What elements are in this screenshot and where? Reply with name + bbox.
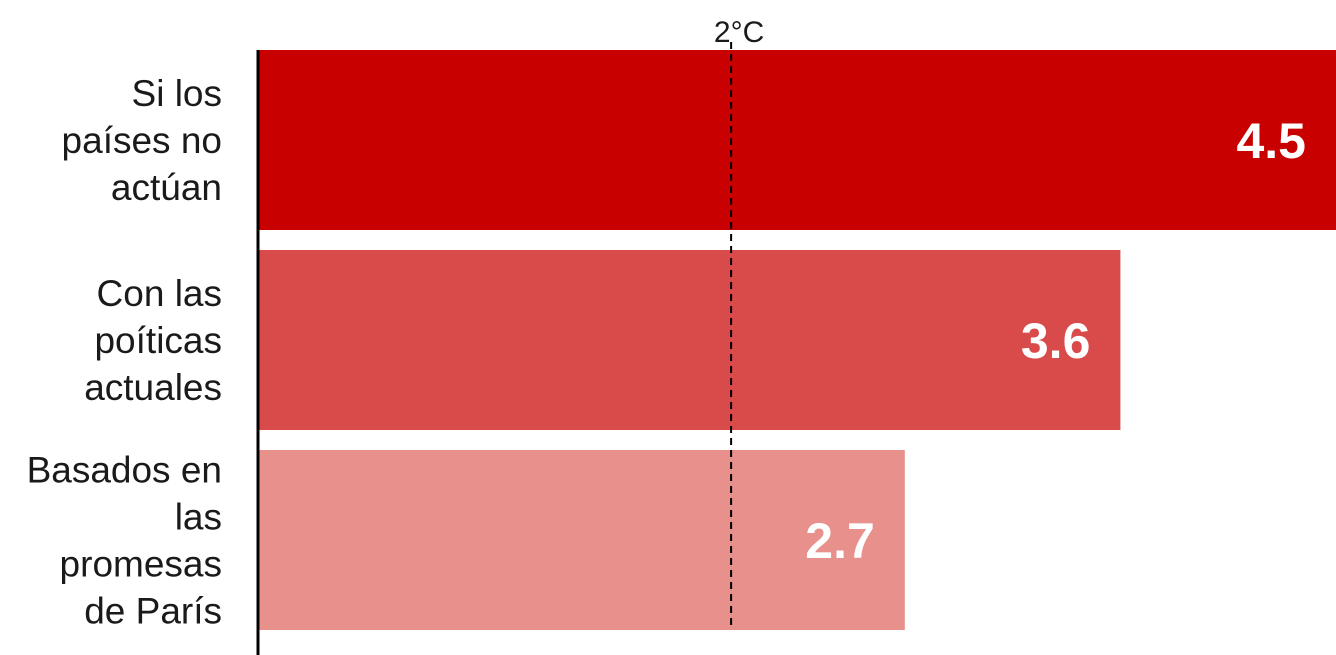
category-label-1: Si los países no actúan [62,73,222,208]
category-label-2: Con las poíticas actuales [84,273,222,408]
bar-3 [258,450,905,630]
category-label-3: Basados en las promesas de París [27,450,222,632]
bar-value-label-1: 4.5 [1236,113,1306,169]
bar-2 [258,250,1121,430]
bar-value-label-2: 3.6 [1021,313,1091,369]
bar-1 [258,50,1336,230]
bar-value-label-3: 2.7 [805,513,875,569]
category-labels-group: Si los países no actúan Con las poíticas actu… [27,73,222,632]
bars-group: 4.5 3.6 2.7 [258,50,1336,630]
reference-line-label: 2°C [714,16,764,49]
